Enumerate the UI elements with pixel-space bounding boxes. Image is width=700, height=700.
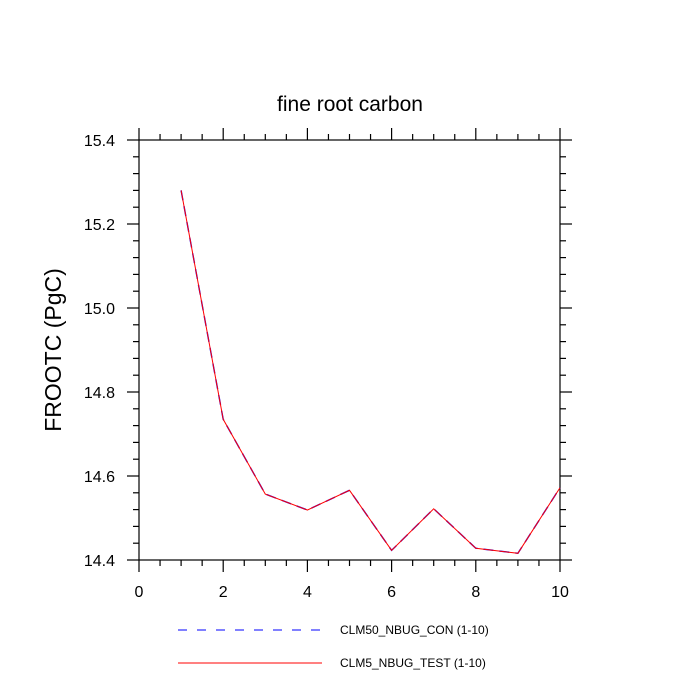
series-lines bbox=[180, 190, 561, 555]
x-tick-label: 4 bbox=[303, 584, 312, 601]
x-tick-label: 10 bbox=[551, 584, 569, 601]
y-axis-label: FROOTC (PgC) bbox=[40, 268, 66, 432]
y-tick-label: 15.2 bbox=[84, 217, 115, 234]
axis-ticks bbox=[127, 128, 572, 572]
y-tick-label: 14.4 bbox=[84, 553, 115, 570]
series-line-2 bbox=[180, 190, 561, 554]
chart-title: fine root carbon bbox=[277, 93, 423, 116]
x-tick-label: 2 bbox=[219, 584, 228, 601]
legend-label-2: CLM5_NBUG_TEST (1-10) bbox=[340, 656, 486, 670]
legend-label-1: CLM50_NBUG_CON (1-10) bbox=[340, 623, 489, 637]
x-tick-label: 6 bbox=[387, 584, 396, 601]
y-tick-label: 14.6 bbox=[84, 469, 115, 486]
y-tick-label: 14.8 bbox=[84, 385, 115, 402]
legend: CLM50_NBUG_CON (1-10) CLM5_NBUG_TEST (1-1… bbox=[178, 623, 489, 670]
x-tick-label: 8 bbox=[471, 584, 480, 601]
y-tick-label: 15.0 bbox=[84, 301, 115, 318]
series-line-1 bbox=[180, 190, 561, 555]
y-tick-label: 15.4 bbox=[84, 133, 115, 150]
plot-frame bbox=[138, 139, 561, 561]
x-tick-label: 0 bbox=[135, 584, 144, 601]
axis-tick-labels: 0 2 4 6 8 10 14.4 14.6 14.8 15.0 15.2 15.4 bbox=[84, 133, 569, 601]
